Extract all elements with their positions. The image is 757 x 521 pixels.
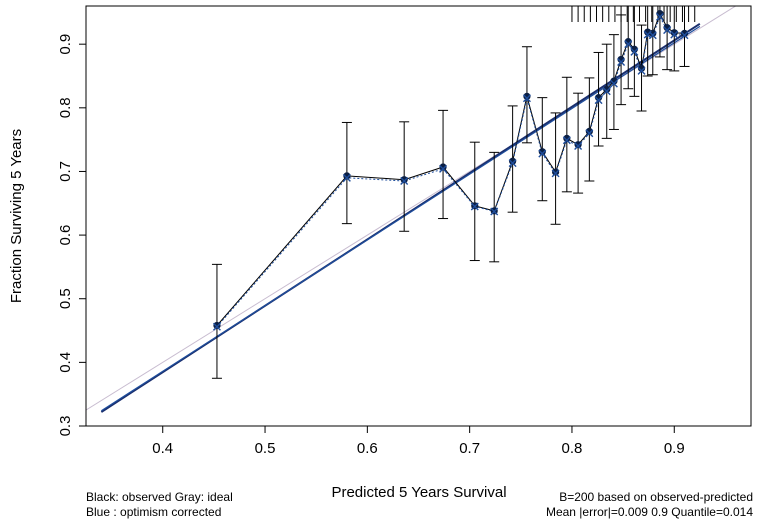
x-tick-label-3: 0.7 bbox=[459, 440, 480, 457]
footer-bootstrap-note: B=200 based on observed-predicted bbox=[559, 490, 753, 505]
x-tick-label-4: 0.8 bbox=[562, 440, 583, 457]
footer-legend-observed-ideal: Black: observed Gray: ideal bbox=[86, 490, 233, 505]
rug-marks bbox=[572, 6, 695, 22]
x-axis: 0.4 0.5 0.6 0.7 0.8 0.9 bbox=[152, 426, 684, 457]
observed-point-11 bbox=[575, 141, 582, 148]
footer-legend-corrected: Blue : optimism corrected bbox=[86, 505, 221, 520]
error-bar-layer bbox=[212, 6, 690, 378]
observed-point-0 bbox=[213, 322, 220, 329]
x-tick-label-0: 0.4 bbox=[152, 440, 173, 457]
point-layer bbox=[213, 10, 688, 330]
x-tick-label-2: 0.6 bbox=[357, 440, 378, 457]
observed-point-9 bbox=[552, 168, 559, 175]
x-axis-label: Predicted 5 Years Survival bbox=[331, 484, 506, 501]
x-tick-label-5: 0.9 bbox=[664, 440, 685, 457]
y-tick-label-6: 0.9 bbox=[57, 34, 74, 55]
x-tick-label-1: 0.5 bbox=[255, 440, 276, 457]
fit-line-corrected bbox=[101, 26, 700, 410]
footer-error-summary: Mean |error|=0.009 0.9 Quantile=0.014 bbox=[546, 505, 753, 520]
y-tick-label-3: 0.6 bbox=[57, 225, 74, 246]
y-tick-label-0: 0.3 bbox=[57, 416, 74, 437]
y-axis-label: Fraction Surviving 5 Years bbox=[8, 129, 25, 303]
y-tick-label-1: 0.4 bbox=[57, 352, 74, 373]
fit-line-layer bbox=[101, 24, 700, 412]
y-axis: 0.3 0.4 0.5 0.6 0.7 0.8 0.9 bbox=[57, 34, 86, 437]
y-tick-label-2: 0.5 bbox=[57, 288, 74, 309]
observed-point-2 bbox=[401, 176, 408, 183]
y-tick-label-5: 0.8 bbox=[57, 97, 74, 118]
plot-frame bbox=[86, 6, 751, 426]
y-tick-label-4: 0.7 bbox=[57, 161, 74, 182]
